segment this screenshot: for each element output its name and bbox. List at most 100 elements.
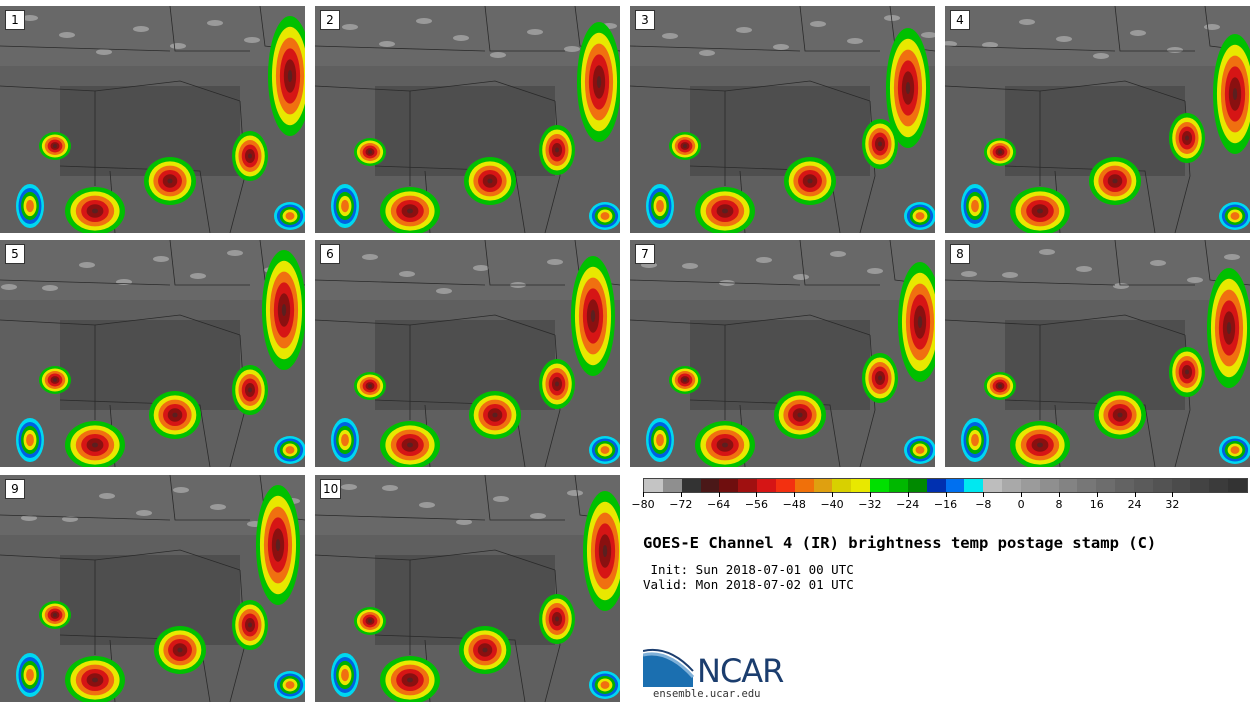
colorbar-swatch [681,479,701,492]
colorbar-swatch [738,479,758,492]
ir-map [630,6,935,233]
storm-cell [646,184,674,228]
storm-cell [154,626,206,674]
ir-map [315,240,620,467]
forecast-panel: 9 [0,475,305,702]
ir-map [945,6,1250,233]
storm-cell [331,418,359,462]
colorbar-tick-label: −56 [744,498,769,511]
storm-cell [589,202,620,230]
forecast-panel: 7 [630,240,935,467]
storm-cell [149,391,201,439]
url-text: ensemble.ucar.edu [653,688,761,700]
colorbar-swatch [1077,479,1097,492]
colorbar-swatch [1228,479,1247,492]
colorbar-tick [756,492,758,497]
panel-label: 10 [320,479,342,499]
storm-cell [669,366,701,394]
panel-label: 6 [320,244,340,264]
storm-cell [1169,113,1205,163]
colorbar-swatch [1115,479,1134,492]
colorbar-tick [832,492,834,497]
storm-cell [1089,157,1141,205]
colorbar-tick-label: −72 [669,498,693,511]
colorbar-swatch [700,479,720,492]
forecast-panel: 2 [315,6,620,233]
storm-cell [354,607,386,635]
storm-cell [904,202,935,230]
storm-cell [232,600,268,650]
colorbar-swatch [1171,479,1191,492]
colorbar-swatch [945,479,965,492]
storm-line [886,28,930,148]
colorbar-tick-label: −24 [896,498,920,511]
ncar-logo-icon [643,649,695,687]
colorbar-swatch [870,479,889,492]
panel-label: 5 [5,244,25,264]
colorbar-tick-label: −48 [782,498,806,511]
init-time: Init: Sun 2018-07-01 00 UTC [643,562,854,577]
colorbar-tick-label: −8 [975,498,992,511]
storm-cell [774,391,826,439]
ir-map [0,6,305,233]
storm-cell [469,391,521,439]
colorbar-tick [1058,492,1060,497]
colorbar-swatch [1058,479,1078,492]
colorbar-swatch [813,479,833,492]
colorbar-tick [718,492,720,497]
colorbar-swatch [907,479,927,492]
storm-cell [589,436,620,464]
ncar-logo-text: NCAR [697,652,784,690]
storm-cell [961,418,989,462]
colorbar-swatch [757,479,776,492]
storm-cell [695,187,755,233]
storm-line [571,256,615,376]
storm-cell [1219,202,1250,230]
storm-cell [380,421,440,467]
colorbar-swatch [832,479,852,492]
colorbar-swatch [1039,479,1059,492]
panel-label: 2 [320,10,340,30]
colorbar-tick-label: 8 [1055,498,1063,511]
colorbar-tick-label: 0 [1017,498,1025,511]
panel-label: 8 [950,244,970,264]
storm-cell [380,656,440,702]
forecast-panel: 8 [945,240,1250,467]
colorbar-swatch [1002,479,1021,492]
valid-time: Valid: Mon 2018-07-02 01 UTC [643,577,854,592]
storm-line [268,16,305,136]
colorbar-tick-label: 32 [1165,498,1180,511]
storm-cell [695,421,755,467]
storm-cell [65,421,125,467]
colorbar-tick [869,492,871,497]
storm-cell [331,653,359,697]
colorbar-tick [680,492,682,497]
storm-line [583,491,620,611]
colorbar-swatch [1209,479,1229,492]
storm-cell [65,187,125,233]
storm-cell [232,131,268,181]
storm-cell [1094,391,1146,439]
ir-map [0,475,305,702]
colorbar-swatch [1152,479,1172,492]
storm-cell [1010,187,1070,233]
colorbar-swatch [662,479,682,492]
storm-cell [646,418,674,462]
colorbar-tick-label: −80 [631,498,655,511]
storm-cell [984,372,1016,400]
forecast-panel: 1 [0,6,305,233]
panel-label: 3 [635,10,655,30]
storm-line [1207,268,1250,388]
colorbar-swatch [926,479,946,492]
storm-cell [862,353,898,403]
storm-cell [984,138,1016,166]
colorbar-swatch [964,479,984,492]
colorbar-tick [794,492,796,497]
panel-label: 4 [950,10,970,30]
ir-map [630,240,935,467]
storm-cell [539,359,575,409]
storm-cell [464,157,516,205]
storm-cell [539,125,575,175]
colorbar-tick-label: −40 [820,498,844,511]
storm-line [577,22,620,142]
